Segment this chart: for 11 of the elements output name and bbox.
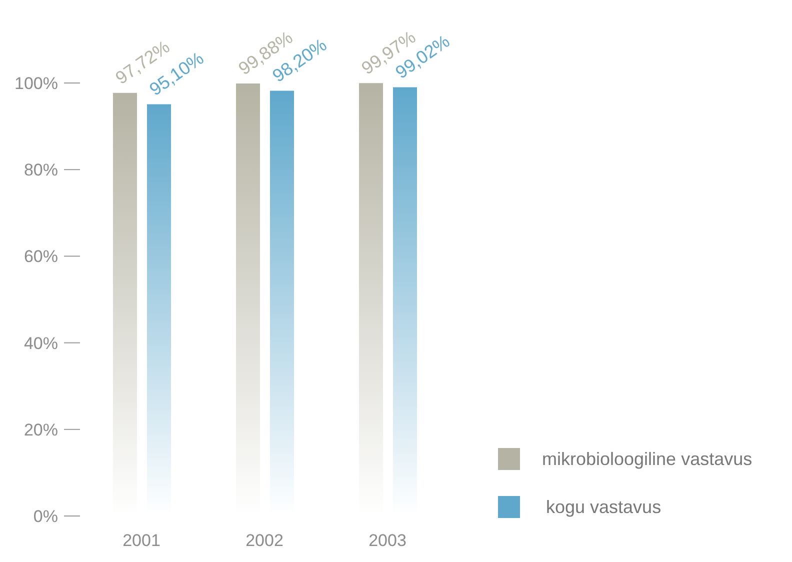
y-tick-label: 60%	[24, 247, 58, 266]
legend-label: kogu vastavus	[546, 496, 662, 518]
y-tick-label: 0%	[33, 507, 58, 526]
x-tick-label: 2003	[368, 531, 406, 550]
x-tick-label: 2002	[246, 531, 284, 550]
y-tick-label: 100%	[14, 74, 58, 94]
y-tick-label: 20%	[24, 420, 58, 440]
y-tick-label: 80%	[24, 160, 58, 180]
y-tick-label: 40%	[24, 334, 58, 353]
legend-label: mikrobioloogiline vastavus	[542, 448, 752, 470]
x-tick-label: 2001	[122, 531, 160, 550]
